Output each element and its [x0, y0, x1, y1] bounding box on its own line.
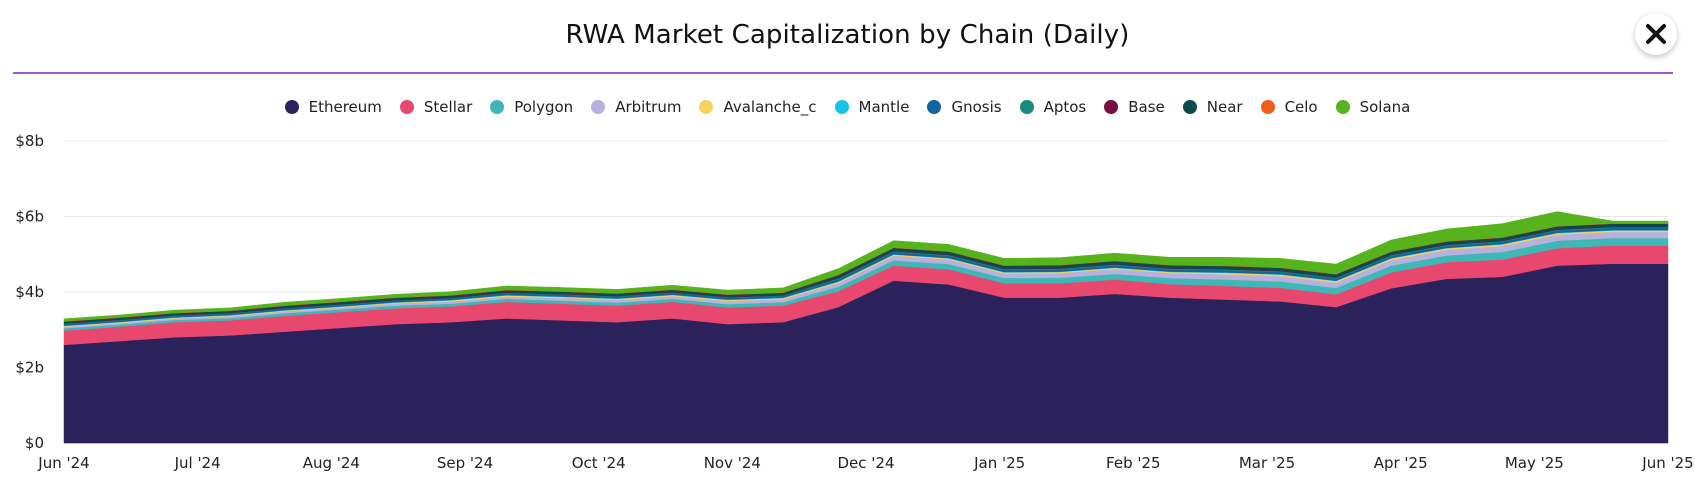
legend-label: Arbitrum — [615, 98, 682, 116]
x-tick-label: Jun '24 — [37, 454, 89, 472]
legend-item-arbitrum[interactable]: Arbitrum — [591, 98, 681, 116]
chart-header: RWA Market Capitalization by Chain (Dail… — [0, 0, 1695, 74]
y-tick-label: $2b — [15, 359, 44, 377]
legend-item-celo[interactable]: Celo — [1260, 98, 1318, 116]
legend-label: Gnosis — [951, 98, 1002, 116]
x-tick-label: Dec '24 — [837, 454, 894, 472]
legend-item-stellar[interactable]: Stellar — [399, 98, 473, 116]
x-tick-label: Nov '24 — [704, 454, 761, 472]
chart-legend: Ethereum Stellar Polygon Arbitrum Avalanche_… — [0, 98, 1695, 116]
legend-item-polygon[interactable]: Polygon — [490, 98, 573, 116]
legend-swatch — [927, 100, 942, 114]
legend-label: Near — [1206, 98, 1243, 116]
x-tick-label: Aug '24 — [303, 454, 360, 472]
legend-swatch — [591, 100, 606, 114]
legend-swatch — [1104, 100, 1119, 114]
legend-item-solana[interactable]: Solana — [1335, 98, 1411, 116]
legend-label: Mantle — [858, 98, 910, 116]
x-tick-label: Apr '25 — [1374, 454, 1428, 472]
legend-swatch — [834, 100, 849, 114]
x-tick-label: Jul '24 — [174, 454, 221, 472]
legend-swatch — [1019, 100, 1034, 114]
legend-item-avalanche-c[interactable]: Avalanche_c — [699, 98, 817, 116]
legend-label: Avalanche_c — [723, 98, 817, 116]
legend-swatch — [1260, 100, 1275, 114]
x-tick-label: Feb '25 — [1106, 454, 1161, 472]
legend-swatch — [284, 100, 299, 114]
x-tick-label: Mar '25 — [1239, 454, 1295, 472]
legend-item-mantle[interactable]: Mantle — [834, 98, 910, 116]
legend-swatch — [490, 100, 505, 114]
x-tick-label: Oct '24 — [572, 454, 626, 472]
legend-swatch — [699, 100, 714, 114]
y-tick-label: $4b — [15, 283, 44, 301]
close-button[interactable] — [1635, 13, 1677, 55]
legend-label: Aptos — [1043, 98, 1087, 116]
legend-label: Ethereum — [308, 98, 382, 116]
x-tick-label: Jan '25 — [973, 454, 1025, 472]
legend-label: Stellar — [423, 98, 473, 116]
area-series-solana[interactable] — [63, 211, 1669, 322]
legend-label: Polygon — [514, 98, 574, 116]
legend-label: Base — [1128, 98, 1165, 116]
legend-item-aptos[interactable]: Aptos — [1019, 98, 1087, 116]
x-tick-label: May '25 — [1505, 454, 1564, 472]
header-divider — [13, 72, 1673, 74]
y-tick-label: $6b — [15, 208, 44, 226]
x-tick-label: Sep '24 — [437, 454, 493, 472]
legend-item-gnosis[interactable]: Gnosis — [927, 98, 1002, 116]
legend-swatch — [1182, 100, 1197, 114]
legend-label: Solana — [1359, 98, 1411, 116]
legend-swatch — [1335, 100, 1350, 114]
chart-title: RWA Market Capitalization by Chain (Dail… — [565, 20, 1130, 50]
legend-swatch — [399, 100, 414, 114]
legend-item-ethereum[interactable]: Ethereum — [284, 98, 382, 116]
y-tick-label: $0 — [25, 434, 44, 452]
close-icon — [1646, 24, 1666, 44]
legend-item-base[interactable]: Base — [1104, 98, 1165, 116]
y-tick-label: $8b — [15, 132, 44, 150]
x-tick-label: Jun '25 — [1641, 454, 1693, 472]
legend-item-near[interactable]: Near — [1182, 98, 1243, 116]
legend-label: Celo — [1284, 98, 1318, 116]
